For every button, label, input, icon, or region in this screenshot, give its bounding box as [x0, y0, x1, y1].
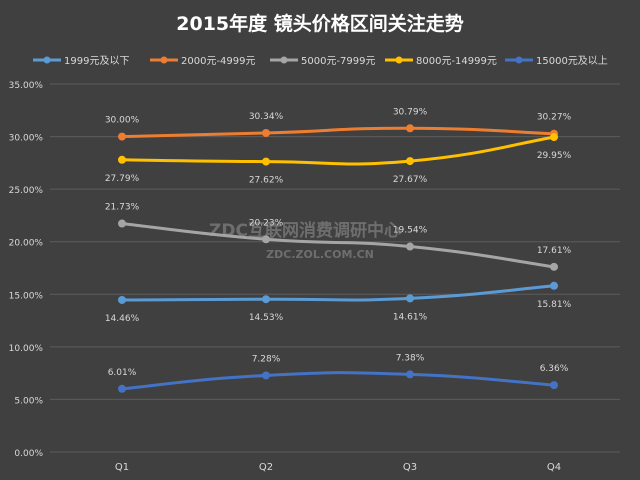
data-point: [406, 370, 414, 379]
series-line: [120, 126, 556, 139]
data-point: [550, 133, 558, 142]
data-label: 30.79%: [393, 107, 428, 117]
x-tick-label: Q2: [259, 462, 273, 473]
data-point: [262, 157, 270, 166]
data-label: 14.53%: [249, 313, 284, 323]
data-label: 19.54%: [393, 226, 428, 236]
x-tick-label: Q3: [403, 462, 417, 473]
data-point: [262, 235, 270, 244]
data-label: 17.61%: [537, 246, 572, 256]
data-point: [406, 157, 414, 166]
series-lines: 14.46% 14.53% 14.61% 15.81% 30.00% 30.34% 30.7…: [105, 107, 572, 393]
data-point: [118, 155, 126, 164]
watermark-title: ZDC互联网消费调研中心: [209, 220, 401, 241]
y-tick-label: 25.00%: [9, 186, 44, 196]
legend-marker: [43, 56, 51, 64]
data-point: [550, 281, 558, 290]
legend-marker: [160, 56, 168, 64]
data-point: [550, 262, 558, 271]
legend-item: 15000元及以上: [505, 55, 608, 67]
y-tick-label: 20.00%: [9, 239, 44, 249]
data-point: [118, 295, 126, 304]
series-5: 6.01% 7.28% 7.38% 6.36%: [108, 353, 569, 393]
series-line: [120, 222, 556, 269]
legend-label: 8000元-14999元: [416, 56, 497, 67]
y-tick-label: 35.00%: [9, 81, 44, 91]
series-line: [120, 371, 556, 391]
x-tick-label: Q4: [547, 462, 561, 473]
data-label: 20.23%: [249, 218, 284, 228]
y-tick-label: 15.00%: [9, 291, 44, 301]
legend: 1999元及以下 2000元-4999元 5000元-7999元 8000元-1499…: [33, 55, 608, 67]
data-label: 15.81%: [537, 300, 572, 310]
data-point: [406, 294, 414, 303]
data-point: [118, 219, 126, 228]
data-label: 27.79%: [105, 174, 140, 184]
legend-item: 1999元及以下: [33, 55, 129, 67]
data-label: 7.28%: [252, 354, 281, 364]
legend-item: 8000元-14999元: [385, 56, 497, 67]
data-point: [262, 295, 270, 304]
legend-marker: [280, 56, 288, 64]
y-tick-label: 30.00%: [9, 134, 44, 144]
series-1: 14.46% 14.53% 14.61% 15.81%: [105, 281, 572, 324]
data-label: 27.67%: [393, 175, 428, 185]
y-tick-label: 0.00%: [14, 449, 43, 459]
data-label: 7.38%: [396, 353, 425, 363]
legend-label: 15000元及以上: [536, 55, 608, 67]
series-3: 21.73% 20.23% 19.54% 17.61%: [105, 203, 572, 271]
data-point: [406, 124, 414, 133]
legend-item: 5000元-7999元: [270, 56, 376, 67]
legend-label: 1999元及以下: [64, 55, 129, 67]
data-point: [262, 371, 270, 380]
data-label: 6.01%: [108, 368, 137, 378]
series-line: [120, 135, 556, 166]
legend-label: 2000元-4999元: [181, 56, 256, 67]
y-tick-label: 5.00%: [14, 396, 43, 406]
series-4: 27.79% 27.62% 27.67% 29.95%: [105, 133, 572, 186]
data-label: 27.62%: [249, 176, 284, 186]
y-tick-label: 10.00%: [9, 344, 44, 354]
data-label: 6.36%: [540, 364, 569, 374]
data-label: 14.61%: [393, 312, 428, 322]
legend-label: 5000元-7999元: [301, 56, 376, 67]
watermark-url: ZDC.ZOL.COM.CN: [266, 248, 374, 261]
gridlines: 0.00% 5.00% 10.00% 15.00% 20.00% 25.00% 30.00%…: [9, 81, 620, 473]
data-point: [406, 242, 414, 251]
data-point: [118, 132, 126, 141]
data-label: 30.34%: [249, 112, 284, 122]
data-point: [118, 384, 126, 393]
series-2: 30.00% 30.34% 30.79% 30.27%: [105, 107, 572, 141]
data-point: [550, 381, 558, 390]
legend-marker: [515, 56, 523, 64]
data-point: [262, 128, 270, 137]
x-tick-label: Q1: [115, 462, 129, 473]
series-line: [120, 284, 556, 302]
data-label: 29.95%: [537, 151, 572, 161]
data-label: 21.73%: [105, 203, 140, 213]
chart-title: 2015年度 镜头价格区间关注走势: [176, 12, 464, 35]
legend-item: 2000元-4999元: [150, 56, 256, 67]
data-label: 30.00%: [105, 116, 140, 126]
watermark: ZDC互联网消费调研中心 ZDC.ZOL.COM.CN: [209, 220, 401, 261]
legend-marker: [395, 56, 403, 64]
data-label: 14.46%: [105, 314, 140, 324]
data-label: 30.27%: [537, 113, 572, 123]
